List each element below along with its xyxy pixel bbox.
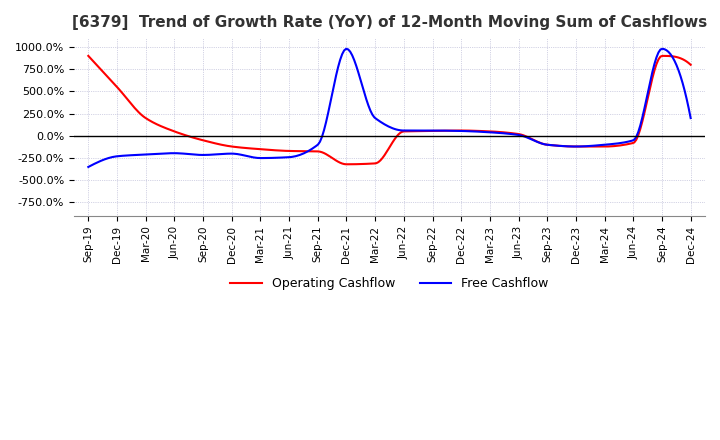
Free Cashflow: [686, 115, 695, 121]
Free Cashflow: [86, 163, 94, 169]
Free Cashflow: [592, 143, 600, 148]
Free Cashflow: [443, 128, 451, 133]
Legend: Operating Cashflow, Free Cashflow: Operating Cashflow, Free Cashflow: [225, 272, 554, 295]
Free Cashflow: [441, 128, 449, 133]
Operating Cashflow: [84, 53, 93, 59]
Operating Cashflow: [454, 128, 463, 133]
Free Cashflow: [453, 128, 462, 133]
Title: [6379]  Trend of Growth Rate (YoY) of 12-Month Moving Sum of Cashflows: [6379] Trend of Growth Rate (YoY) of 12-…: [72, 15, 707, 30]
Operating Cashflow: [443, 128, 451, 133]
Free Cashflow: [630, 137, 639, 143]
Operating Cashflow: [594, 144, 603, 149]
Free Cashflow: [658, 46, 667, 51]
Operating Cashflow: [344, 161, 353, 167]
Line: Free Cashflow: Free Cashflow: [89, 49, 690, 167]
Operating Cashflow: [686, 62, 695, 67]
Free Cashflow: [84, 164, 93, 169]
Operating Cashflow: [86, 55, 94, 61]
Operating Cashflow: [444, 128, 453, 133]
Line: Operating Cashflow: Operating Cashflow: [89, 56, 690, 164]
Operating Cashflow: [632, 137, 641, 143]
